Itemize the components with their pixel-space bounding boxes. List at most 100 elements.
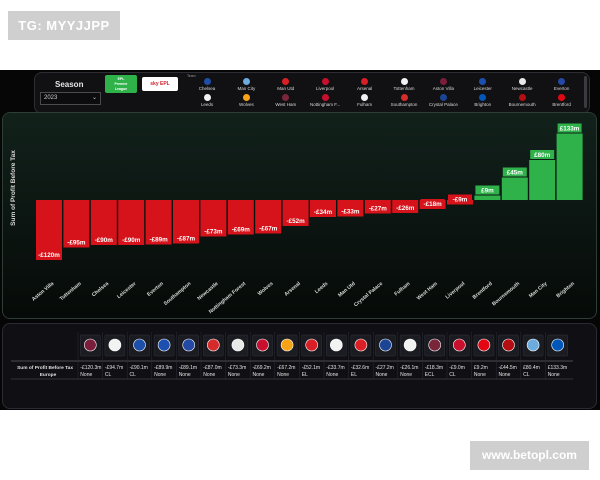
data-label-text: -£120m <box>38 252 60 259</box>
data-label-bg <box>448 194 472 204</box>
team-filter-man-utd[interactable]: Man Utd <box>264 78 308 93</box>
team-crest-icon <box>518 78 526 85</box>
europe-cell-newcastle: None <box>228 372 240 378</box>
data-label-text: -£87m <box>177 236 196 243</box>
profit-cell-fulham: -£26.1m <box>400 365 418 371</box>
data-label-text: -£67m <box>259 226 278 233</box>
data-label-text: -£90m <box>122 237 141 244</box>
data-label-text: £133m <box>560 126 580 133</box>
data-label-bg <box>228 224 253 234</box>
team-filter-label: Bournemouth <box>508 102 536 107</box>
data-label-text: -£18m <box>423 201 442 208</box>
europe-cell-leicester: None <box>154 372 166 378</box>
bar-brighton[interactable] <box>556 133 583 201</box>
data-label-bg <box>502 167 527 177</box>
data-label-text: -£27m <box>369 206 388 213</box>
filter-scrollbar[interactable] <box>584 76 587 108</box>
team-filter-aston-villa[interactable]: Aston Villa <box>421 78 465 93</box>
profit-cell-newcastle: -£73.3m <box>228 365 246 371</box>
season-value: 2023 <box>44 95 58 101</box>
profit-cell-leicester: -£89.9m <box>154 365 172 371</box>
team-crest-icon <box>558 94 566 101</box>
profit-cell-bournemouth: -£44.5m <box>499 365 517 371</box>
team-crest-icon <box>361 78 369 85</box>
bar-brentford[interactable] <box>474 195 501 201</box>
bar-man-city[interactable] <box>529 160 556 200</box>
club-crest-icon-nottingham-forest <box>256 338 269 352</box>
team-filter-wolves[interactable]: Wolves <box>224 94 268 109</box>
club-crest-icon-arsenal <box>305 338 319 352</box>
team-crest-icon <box>361 94 369 101</box>
club-crest-icon-tottenham <box>108 338 122 352</box>
team-crest-icon <box>479 94 487 101</box>
profit-cell-everton: -£89.1m <box>179 365 197 371</box>
europe-cell-wolves: None <box>277 372 289 378</box>
team-filter-liverpool[interactable]: Liverpool <box>303 78 347 93</box>
europe-cell-bournemouth: None <box>499 372 511 378</box>
team-filter-west-ham[interactable]: West Ham <box>264 94 308 109</box>
team-filter-chelsea[interactable]: Chelsea <box>185 78 229 93</box>
team-filter-arsenal[interactable]: Arsenal <box>343 78 387 93</box>
data-label-bg <box>365 203 390 213</box>
team-filter-everton[interactable]: Everton <box>540 78 584 93</box>
europe-cell-west-ham: ECL <box>425 372 435 378</box>
profit-cell-crystal-palace: -£27.2m <box>376 365 394 371</box>
data-label-text: -£69m <box>232 227 251 234</box>
profit-cell-southampton: -£87.0m <box>203 365 221 371</box>
filter-bar: Season 2023 ⌄ EPL Premier League sky EPL… <box>34 72 590 114</box>
data-label-text: £45m <box>507 170 524 177</box>
dashboard: Season 2023 ⌄ EPL Premier League sky EPL… <box>0 70 600 410</box>
data-label-leeds: -£34m <box>311 207 335 216</box>
team-filter-newcastle[interactable]: Newcastle <box>500 78 544 93</box>
team-crest-icon <box>321 78 329 85</box>
team-crest-icon <box>518 94 526 101</box>
team-filter-label: Brentford <box>552 102 571 107</box>
data-label-tottenham: -£95m <box>64 237 89 247</box>
season-label: Season <box>55 80 84 89</box>
team-filter-southampton[interactable]: Southampton <box>382 94 426 109</box>
team-filter-leeds[interactable]: Leeds <box>185 94 229 109</box>
row-header-europe: Europe <box>40 372 57 378</box>
team-filter-label: Arsenal <box>356 86 373 91</box>
team-filter-label: Team <box>187 74 196 78</box>
team-crest-icon <box>203 78 211 85</box>
data-label-bg <box>256 223 281 233</box>
europe-cell-arsenal: EL <box>302 372 308 378</box>
profit-cell-chelsea: -£90.1m <box>130 365 148 371</box>
data-label-bg <box>530 150 555 159</box>
team-filter-brighton[interactable]: Brighton <box>461 94 505 109</box>
team-filter-tottenham[interactable]: Tottenham <box>382 78 426 93</box>
data-label-aston-villa: -£120m <box>37 250 61 259</box>
bar-bournemouth[interactable] <box>501 177 528 201</box>
team-filter-label: Liverpool <box>316 86 335 91</box>
sky-logo[interactable]: sky EPL <box>142 77 178 91</box>
team-filter-crystal-palace[interactable]: Crystal Palace <box>421 94 465 109</box>
team-filter-bournemouth[interactable]: Bournemouth <box>500 94 544 109</box>
team-filter-label: Aston Villa <box>432 86 454 91</box>
club-crest-icon-everton <box>182 338 195 352</box>
team-filter-brentford[interactable]: Brentford <box>540 94 584 109</box>
premier-league-logo[interactable]: EPL Premier League <box>105 75 137 93</box>
team-filter-grid: Chelsea Man City Man Utd Liverpool Arsenal To… <box>185 78 579 111</box>
team-filter-leicester[interactable]: Leicester <box>461 78 505 93</box>
team-filter-nottingham-f[interactable]: Nottingham F... <box>303 94 347 109</box>
data-label-bg <box>393 203 418 212</box>
team-crest-icon <box>400 94 408 101</box>
data-label-bg <box>201 226 226 236</box>
team-crest-icon <box>203 94 211 101</box>
team-filter-man-city[interactable]: Man City <box>224 78 268 93</box>
profit-cell-man-city: £80.4m <box>523 365 540 371</box>
team-filter-label: Everton <box>553 86 570 91</box>
europe-cell-brentford: None <box>474 372 486 378</box>
europe-cell-man-utd: EL <box>351 372 357 378</box>
team-filter-fulham[interactable]: Fulham <box>343 94 387 109</box>
season-dropdown[interactable]: 2023 ⌄ <box>40 92 101 105</box>
europe-cell-southampton: None <box>203 372 215 378</box>
data-label-bg <box>37 250 61 259</box>
data-label-west-ham: -£18m <box>420 199 445 208</box>
profit-cell-nottingham-forest: -£69.2m <box>253 365 271 371</box>
data-label-leicester: -£90m <box>119 235 144 244</box>
europe-cell-everton: None <box>179 372 191 378</box>
club-crest-icon-wolves <box>280 338 294 352</box>
